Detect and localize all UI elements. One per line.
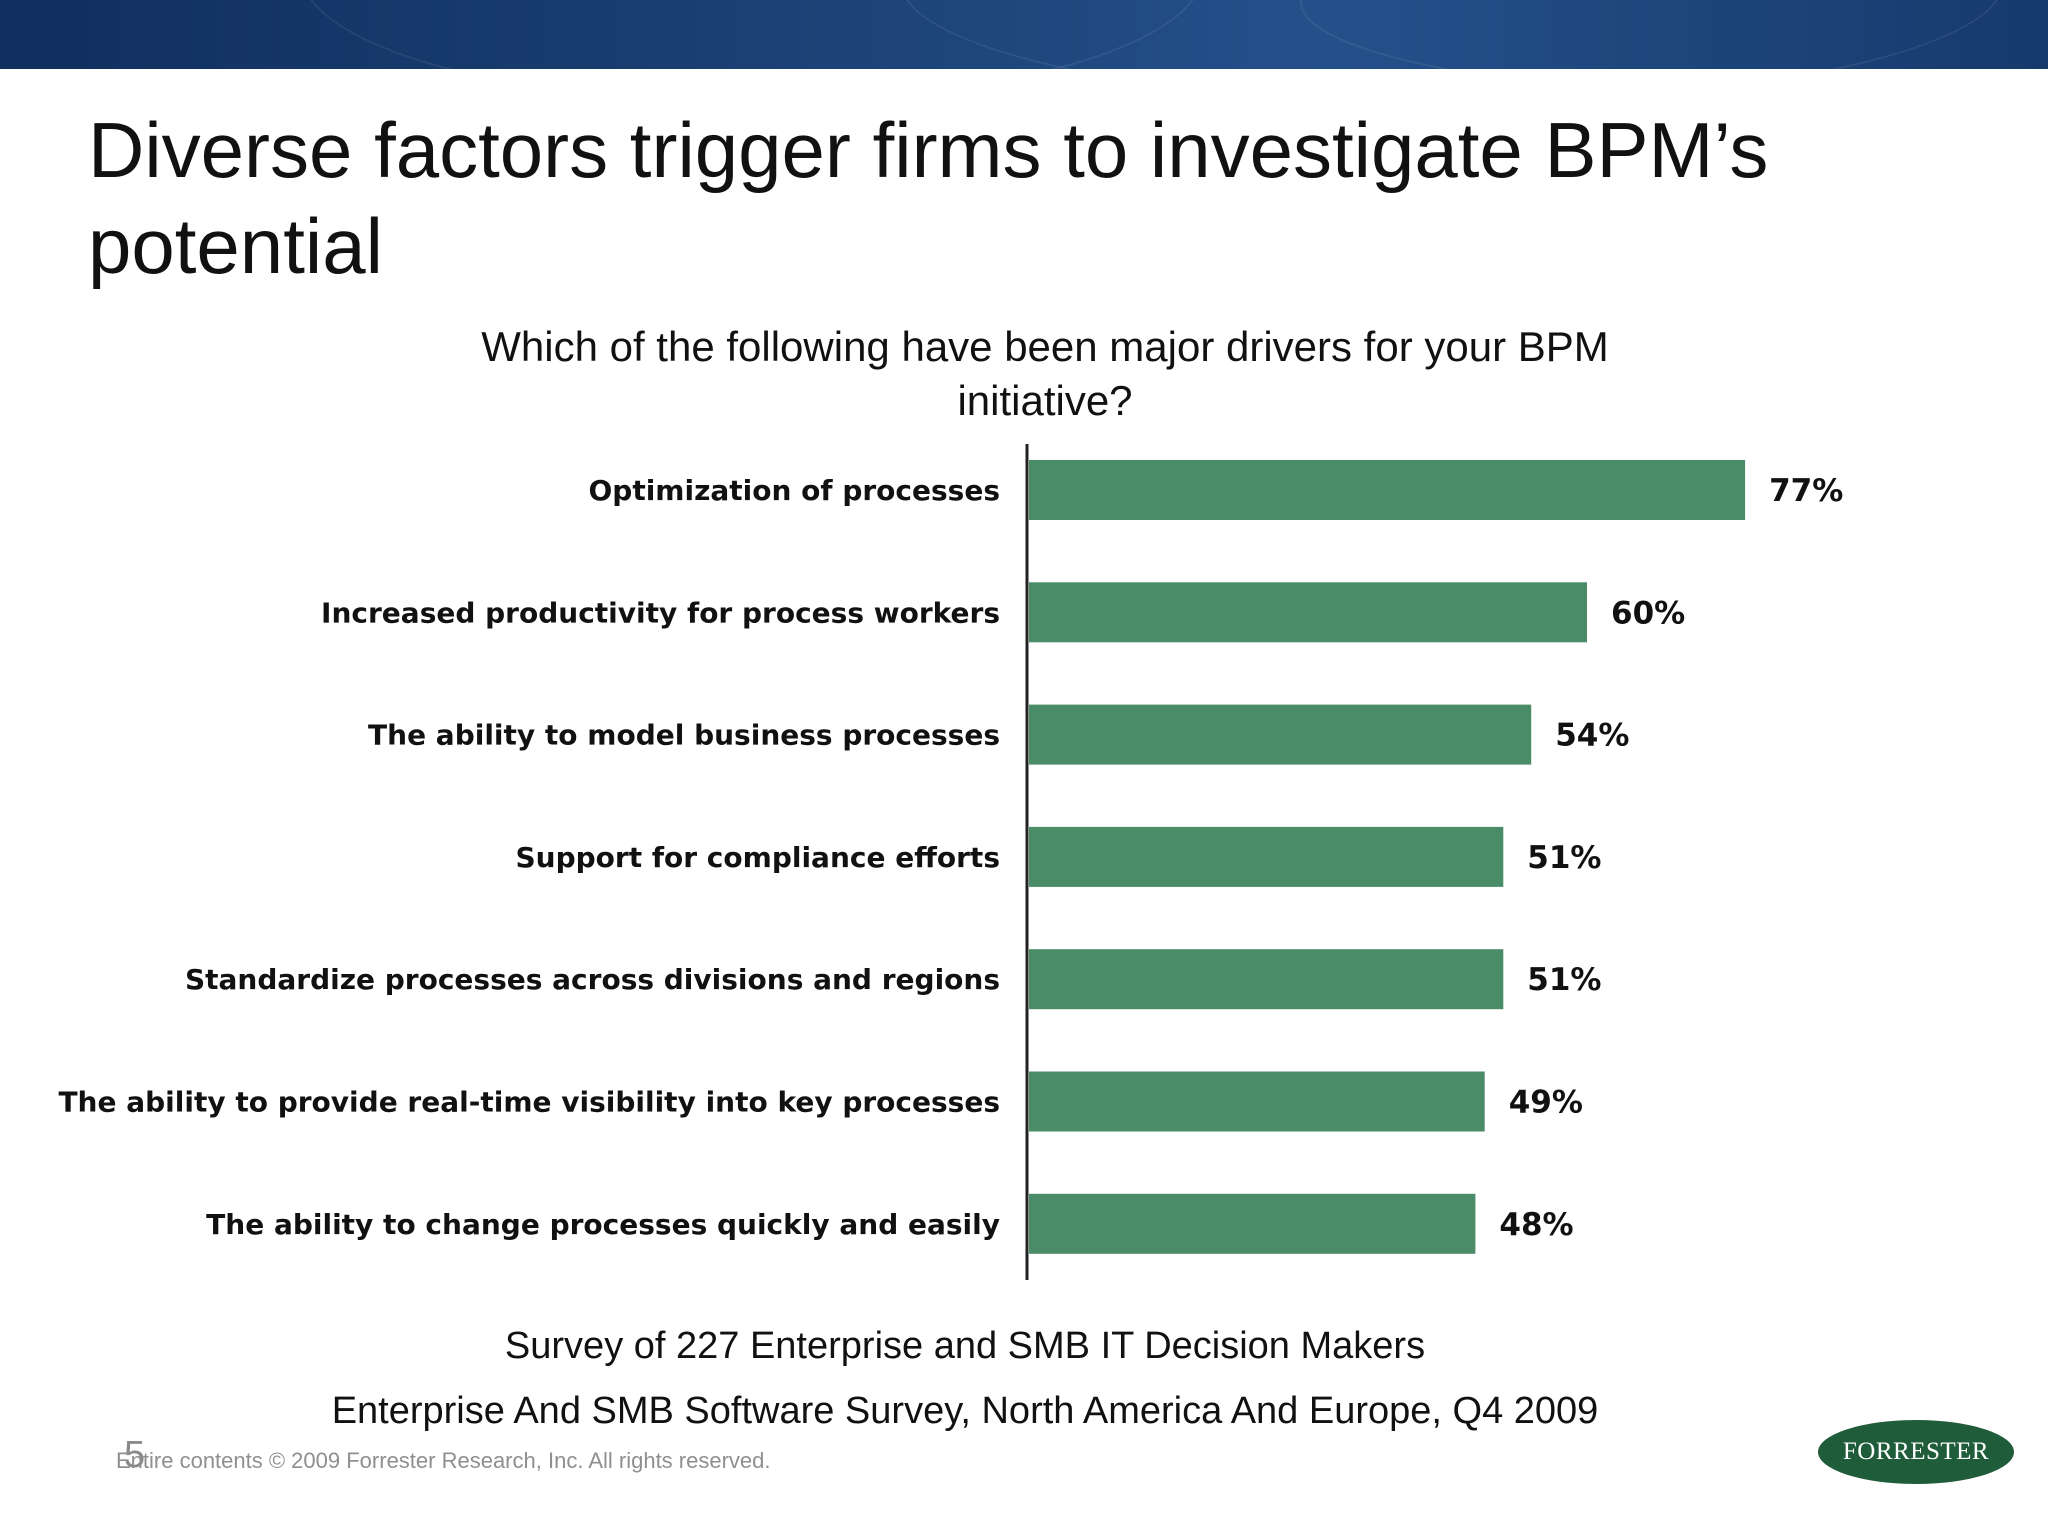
bar-chart: Optimization of processes 77% Increased pr… <box>58 444 1843 1280</box>
copyright-text: Entire contents © 2009 Forrester Researc… <box>116 1448 771 1473</box>
category-label-4: Standardize processes across divisions a… <box>185 963 1000 996</box>
bar-3 <box>1029 826 1504 887</box>
value-label-2: 54% <box>1555 718 1629 754</box>
value-label-5: 49% <box>1509 1085 1583 1121</box>
value-label-4: 51% <box>1527 962 1601 998</box>
header-banner <box>0 0 2048 69</box>
forrester-logo: FORRESTER <box>1818 1420 2014 1484</box>
page-number: 5 <box>124 1434 146 1476</box>
slide-title: Diverse factors trigger firms to investi… <box>88 106 1769 290</box>
bar-4 <box>1029 949 1504 1010</box>
category-label-0: Optimization of processes <box>588 474 1000 507</box>
value-label-6: 48% <box>1499 1207 1573 1243</box>
survey-sample-note: Survey of 227 Enterprise and SMB IT Deci… <box>504 1325 1426 1367</box>
value-label-1: 60% <box>1611 595 1685 631</box>
category-label-1: Increased productivity for process worke… <box>321 596 1000 629</box>
category-label-6: The ability to change processes quickly … <box>206 1208 1000 1241</box>
category-label-3: Support for compliance efforts <box>515 841 1000 874</box>
value-label-0: 77% <box>1769 473 1843 509</box>
bar-0 <box>1029 460 1746 520</box>
bar-2 <box>1029 704 1532 765</box>
bar-1 <box>1029 582 1587 643</box>
chart-question: Which of the following have been major d… <box>481 323 1609 424</box>
bar-6 <box>1029 1193 1476 1254</box>
category-label-2: The ability to model business processes <box>368 719 1000 752</box>
bar-5 <box>1029 1071 1485 1132</box>
value-label-3: 51% <box>1527 840 1601 876</box>
survey-source-note: Enterprise And SMB Software Survey, Nort… <box>331 1390 1599 1432</box>
category-label-5: The ability to provide real-time visibil… <box>58 1086 1000 1119</box>
